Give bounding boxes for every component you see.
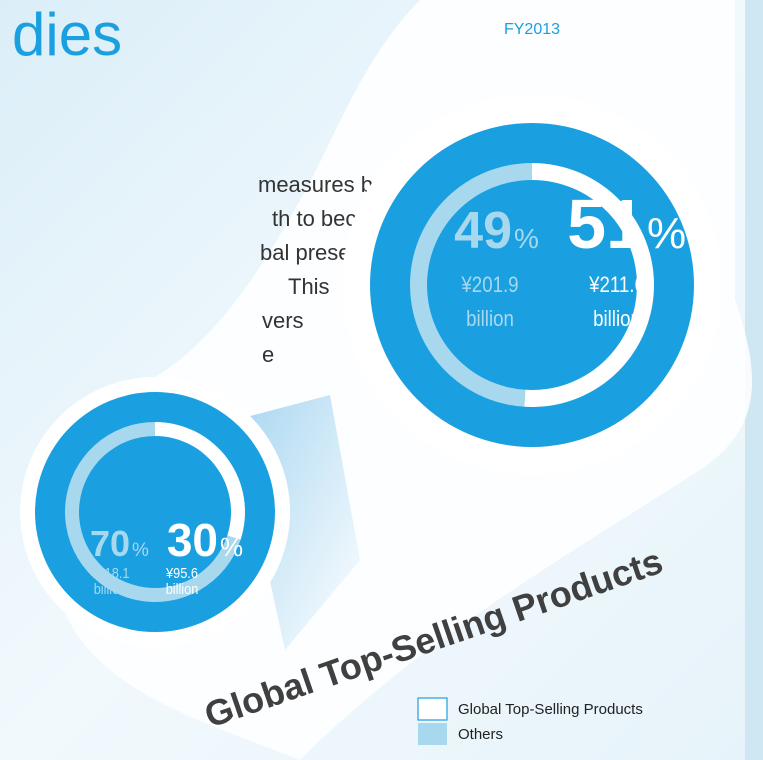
edge-strip: [745, 0, 763, 760]
chart-title: FY2013: [504, 21, 560, 38]
value-label: 51: [567, 185, 645, 263]
amount-label: ¥218.1: [90, 564, 130, 581]
unit-label: %: [132, 540, 149, 561]
chart-title: FY2000: [151, 401, 204, 418]
unit-label: %: [514, 223, 539, 254]
amount-label: billion: [94, 580, 127, 597]
unit-label: %: [647, 209, 686, 258]
amount-label: billion: [466, 308, 514, 332]
donut-segment: [155, 422, 246, 540]
donut-segment: [410, 163, 532, 407]
amount-label: billion: [166, 580, 199, 597]
donut-segment: [524, 163, 655, 408]
unit-label: %: [220, 532, 243, 562]
legend-label: Others: [458, 726, 503, 743]
value-label: 49: [454, 202, 512, 260]
body-line: This: [288, 274, 330, 299]
amount-label: ¥95.6: [165, 564, 198, 581]
value-label: 30: [167, 514, 218, 566]
legend-swatch: [417, 697, 448, 721]
value-label: 70: [90, 523, 130, 564]
amount-label: ¥201.9: [460, 274, 518, 298]
legend-swatch: [418, 723, 447, 745]
heading: dies: [12, 1, 122, 68]
amount-label: ¥211.6: [588, 274, 645, 298]
body-line: vers: [262, 308, 304, 333]
body-line: e: [262, 342, 274, 367]
legend-label: Global Top-Selling Products: [458, 701, 643, 718]
amount-label: billion: [593, 308, 641, 332]
